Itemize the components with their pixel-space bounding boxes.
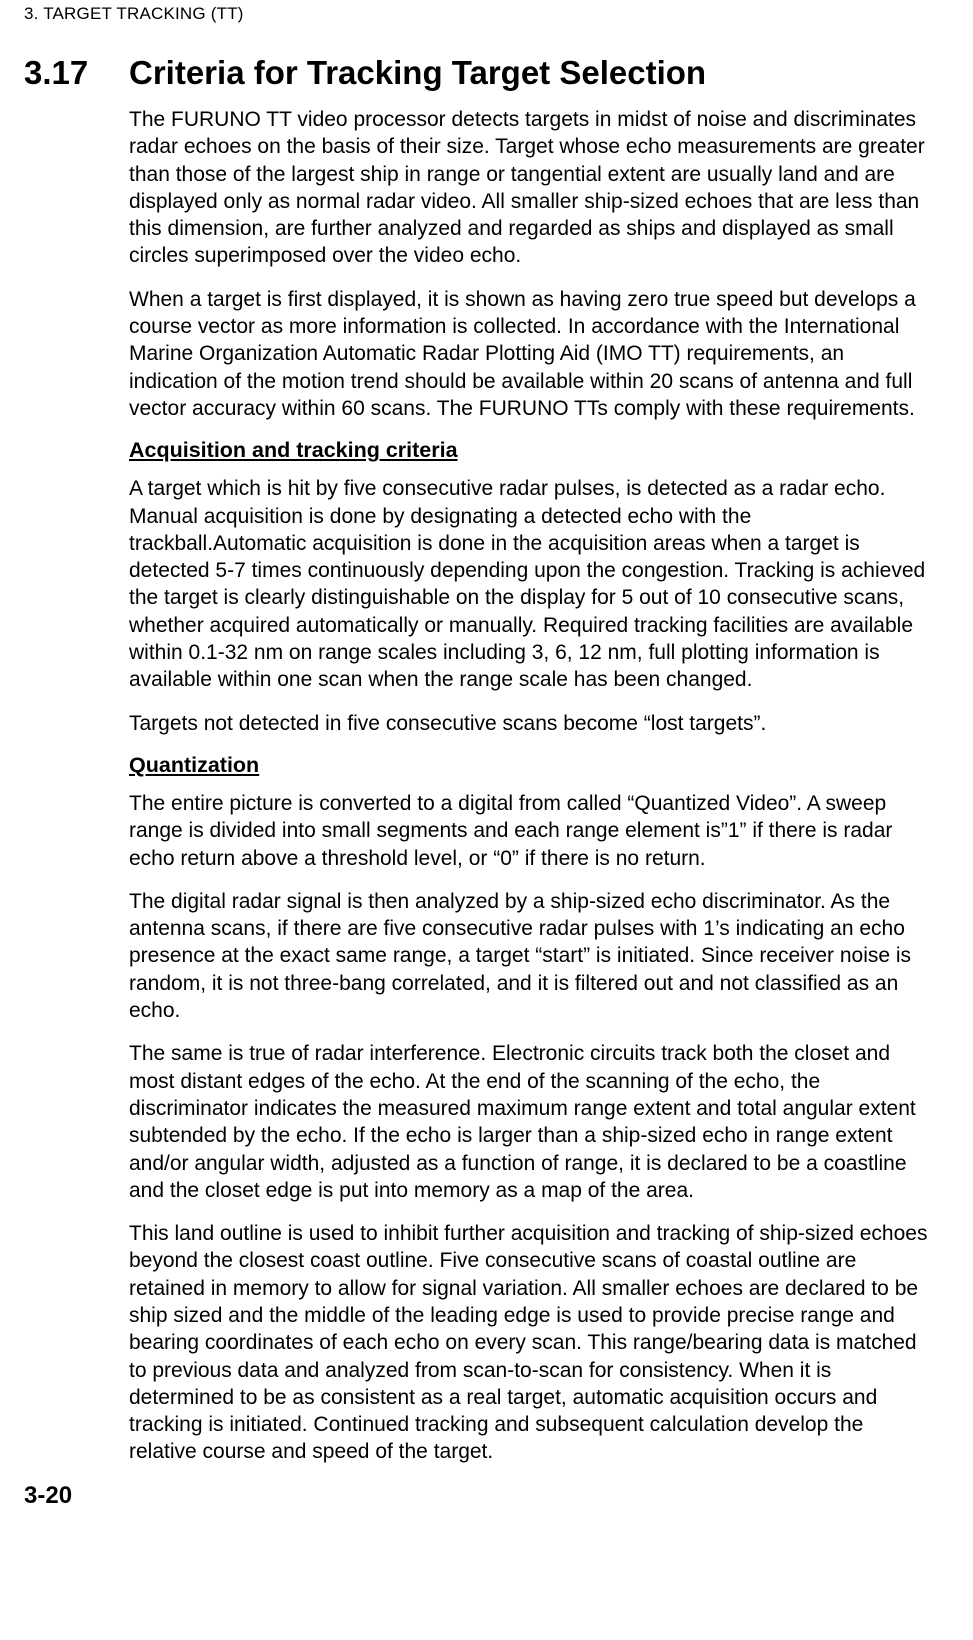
paragraph: The entire picture is converted to a dig… [129, 790, 933, 872]
page-number: 3-20 [24, 1482, 933, 1510]
paragraph: The digital radar signal is then analyze… [129, 888, 933, 1024]
section-title: Criteria for Tracking Target Selection [129, 54, 706, 92]
running-header: 3. TARGET TRACKING (TT) [24, 4, 933, 24]
paragraph: When a target is first displayed, it is … [129, 286, 933, 422]
paragraph: A target which is hit by five consecutiv… [129, 475, 933, 693]
paragraph: The FURUNO TT video processor detects ta… [129, 106, 933, 270]
body-block: The FURUNO TT video processor detects ta… [129, 106, 933, 1466]
subheading-acquisition: Acquisition and tracking criteria [129, 438, 933, 463]
paragraph: The same is true of radar interference. … [129, 1040, 933, 1204]
paragraph: Targets not detected in five consecutive… [129, 710, 933, 737]
page-container: 3. TARGET TRACKING (TT) 3.17 Criteria fo… [0, 0, 973, 1640]
paragraph: This land outline is used to inhibit fur… [129, 1220, 933, 1466]
section-heading-row: 3.17 Criteria for Tracking Target Select… [24, 54, 933, 92]
subheading-quantization: Quantization [129, 753, 933, 778]
section-number: 3.17 [24, 54, 129, 92]
